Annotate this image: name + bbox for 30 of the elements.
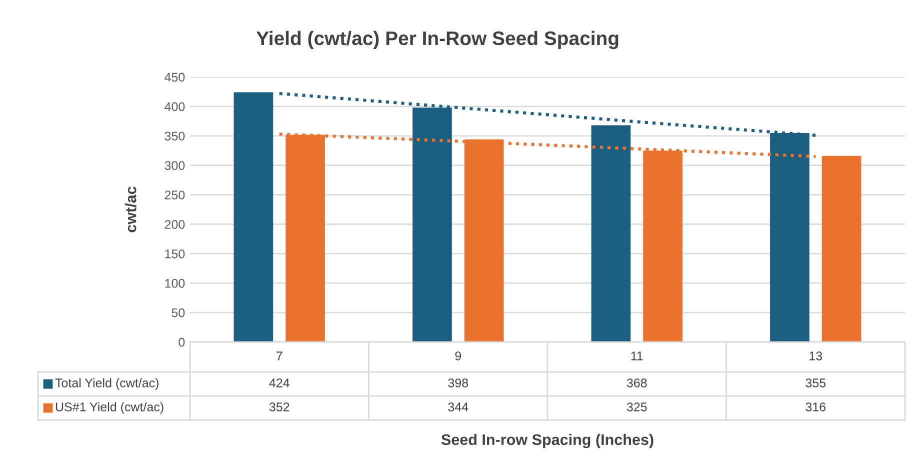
data-label: 325	[626, 402, 647, 412]
data-label: 398	[448, 378, 468, 388]
y-tick-label: 250	[164, 190, 185, 200]
bar	[591, 125, 631, 342]
y-tick-label: 50	[172, 308, 185, 318]
data-label: 424	[269, 378, 290, 388]
y-tick-label: 400	[164, 102, 185, 112]
y-tick-label: 150	[165, 249, 185, 258]
chart-title: Yield (cwt/ac) Per In-Row Seed Spacing	[256, 30, 618, 50]
x-tick-label: 7	[276, 352, 282, 360]
x-tick-label: 11	[631, 352, 643, 360]
y-axis-title: cwt/ac	[125, 186, 136, 232]
data-label: 355	[806, 378, 826, 388]
y-tick-label: 200	[164, 220, 185, 229]
y-tick-label: 350	[164, 132, 185, 141]
x-tick-label: 13	[810, 352, 822, 360]
data-label: 344	[448, 402, 468, 412]
bar	[234, 92, 274, 342]
y-tick-label: 100	[165, 278, 185, 288]
bar	[822, 156, 862, 342]
legend-label: US#1 Yield (cwt/ac)	[56, 402, 164, 414]
data-label: 352	[269, 402, 290, 412]
x-axis-title: Seed In-row Spacing (Inches)	[441, 434, 654, 448]
data-label: 368	[626, 378, 647, 388]
x-tick-label: 9	[455, 352, 462, 360]
data-label: 316	[806, 402, 826, 412]
y-tick-label: 450	[164, 72, 185, 82]
legend-label: Total Yield (cwt/ac)	[55, 378, 158, 390]
y-tick-label: 0	[178, 338, 185, 347]
y-tick-label: 300	[164, 161, 185, 170]
